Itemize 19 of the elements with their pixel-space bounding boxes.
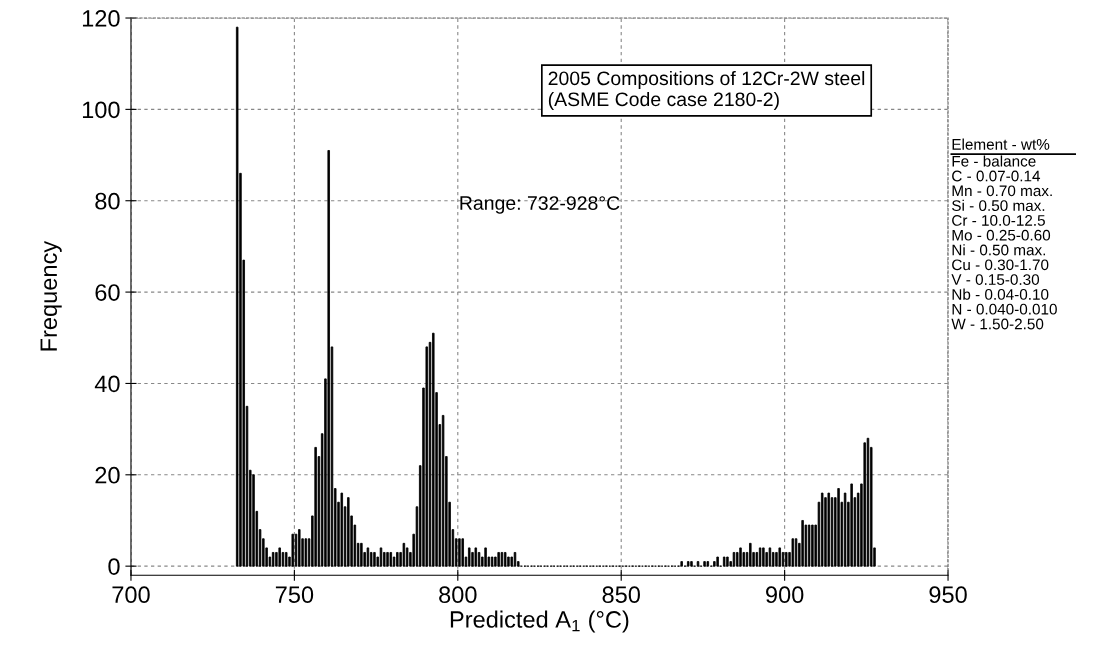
y-axis-title: Frequency [40,240,62,351]
y-tick-label: 40 [94,375,120,393]
annotation: Range: 732-928°C [460,196,620,214]
x-tick-label: 900 [766,586,804,604]
y-tick-label: 60 [95,284,120,301]
annotation: 2005 Compositions of 12Cr-2W steel (ASME Code case 2180-2) [548,70,865,111]
y-tick-label: 100 [82,101,120,119]
x-tick-label: 800 [439,586,477,604]
text: Element - wt% [952,138,1050,150]
y-tick-label: 0 [108,558,120,575]
x-axis-title: Predicted A$_{1}$ (°C) [450,610,629,633]
x-tick-label: 950 [929,586,967,604]
x-tick-label: 750 [275,586,314,604]
x-tick-label: 700 [112,586,150,604]
y-tick-label: 120 [82,10,120,27]
y-tick-label: 80 [95,192,120,210]
text: Fe - balance C - 0.07-0.14 Mn - 0.70 max. Si - 0.50 max. Cr - 10.0-12.5 Mo - 0.25-0.60 Ni - 0.50 max. Cu - 0.30-1.70 V - 0.15-0.30 Nb - 0.04-0.10 N - 0.040-0.010 W - 1.50-2.50 [951,155,1057,330]
y-tick-label: 20 [95,466,120,484]
x-tick-label: 850 [602,586,640,604]
